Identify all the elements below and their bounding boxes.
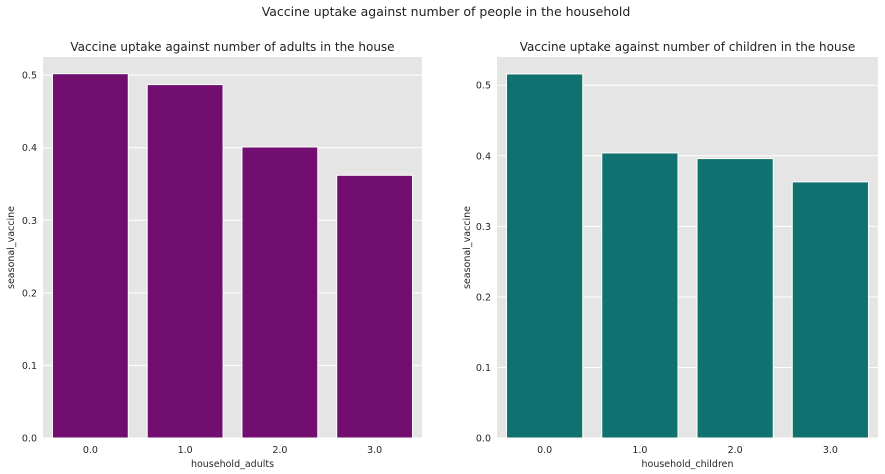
x-tick-label: 2.0: [272, 445, 287, 456]
x-tick-label: 3.0: [823, 445, 838, 456]
y-tick-label: 0.5: [476, 81, 491, 92]
y-tick-label: 0.5: [22, 71, 37, 82]
y-tick-label: 0.1: [22, 361, 37, 372]
bar: [146, 84, 224, 439]
x-tick-label: 3.0: [367, 445, 382, 456]
x-tick-label: 1.0: [632, 445, 647, 456]
bar: [791, 181, 869, 439]
y-tick-label: 0.3: [22, 216, 37, 227]
subplot-2: Vaccine uptake against number of childre…: [462, 40, 878, 470]
figure-suptitle: Vaccine uptake against number of people …: [262, 4, 631, 19]
subplot-title: Vaccine uptake against number of adults …: [70, 40, 394, 54]
bar: [51, 73, 129, 439]
y-axis-label: seasonal_vaccine: [462, 206, 473, 289]
x-tick-label: 1.0: [178, 445, 193, 456]
y-axis-label: seasonal_vaccine: [6, 206, 17, 289]
bar: [696, 158, 774, 439]
bar: [601, 152, 679, 439]
subplot-1: Vaccine uptake against number of adults …: [6, 40, 422, 470]
y-tick-label: 0.4: [22, 143, 37, 154]
y-tick-label: 0.0: [476, 434, 491, 445]
bar: [241, 146, 319, 439]
y-tick-label: 0.3: [476, 222, 491, 233]
x-axis-label: household_children: [641, 459, 733, 470]
y-tick-label: 0.1: [476, 363, 491, 374]
y-tick-label: 0.4: [476, 151, 491, 162]
x-tick-label: 0.0: [83, 445, 98, 456]
y-tick-label: 0.2: [22, 288, 37, 299]
subplots: Vaccine uptake against number of adults …: [6, 40, 878, 470]
bar: [336, 174, 414, 439]
x-axis-label: household_adults: [191, 459, 274, 470]
x-tick-label: 0.0: [537, 445, 552, 456]
subplot-title: Vaccine uptake against number of childre…: [520, 40, 855, 54]
x-tick-label: 2.0: [728, 445, 743, 456]
y-tick-label: 0.0: [22, 434, 37, 445]
y-tick-label: 0.2: [476, 292, 491, 303]
bar: [506, 73, 584, 439]
